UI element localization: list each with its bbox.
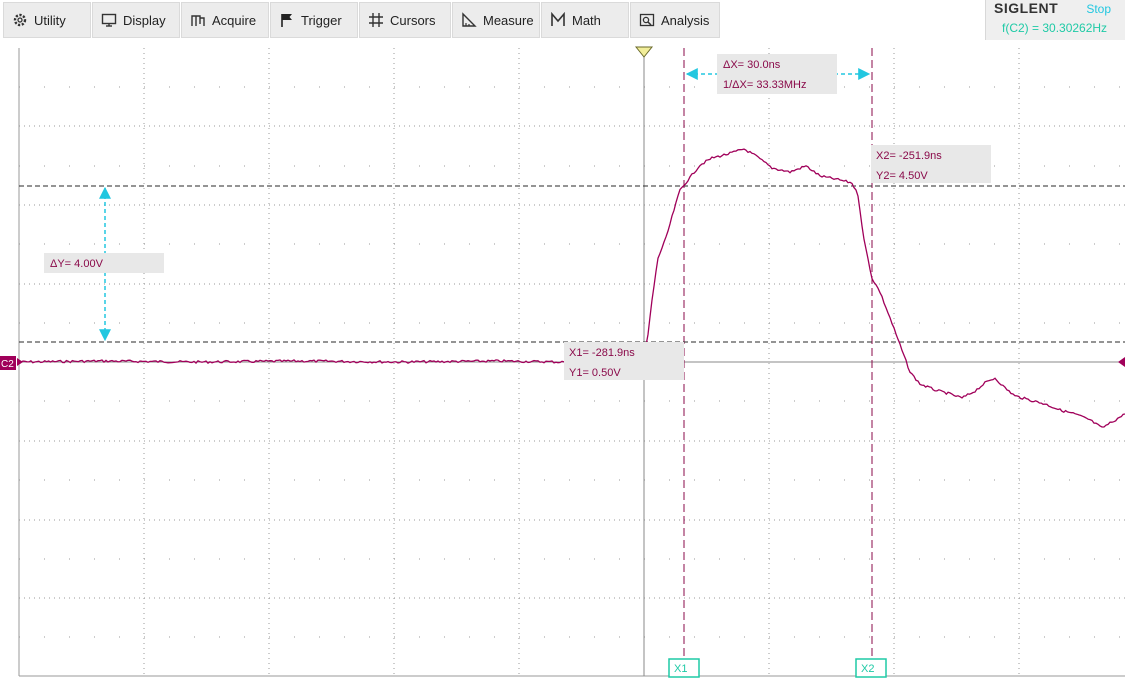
menu-label: Math — [572, 12, 601, 28]
cursor-x2-tag-label: X2 — [861, 663, 874, 675]
flag-icon — [279, 12, 295, 28]
menu-display-button[interactable]: Display — [92, 2, 180, 38]
cursor-x2-tag[interactable] — [855, 658, 887, 678]
acquire-icon — [190, 12, 206, 28]
x2-readout: X2= -251.9ns — [876, 150, 942, 162]
x1-readout: X1= -281.9ns — [569, 347, 635, 359]
menu-math-button[interactable]: Math — [541, 2, 629, 38]
menu-label: Utility — [34, 12, 66, 28]
menu-label: Display — [123, 12, 166, 28]
monitor-icon — [101, 12, 117, 28]
delta-y-readout: ΔY= 4.00V — [50, 258, 104, 270]
run-state-indicator[interactable]: Stop — [1086, 2, 1111, 16]
trigger-position-marker[interactable] — [634, 46, 654, 58]
brand-logo: SIGLENT — [994, 0, 1059, 16]
delta-y-readout-box — [44, 253, 164, 273]
brand-panel: SIGLENT Stop f(C2) = 30.30262Hz — [985, 0, 1125, 40]
menu-acquire-button[interactable]: Acquire — [181, 2, 269, 38]
x2-readout-box — [871, 145, 991, 183]
analysis-icon — [639, 12, 655, 28]
menu-bar: Utility Display Acquire Trigger Cursors … — [0, 0, 985, 40]
ruler-icon — [461, 12, 477, 28]
y2-readout: Y2= 4.50V — [876, 170, 928, 182]
frequency-readout: f(C2) = 30.30262Hz — [1002, 21, 1108, 35]
inverse-delta-x-readout: 1/ΔX= 33.33MHz — [723, 79, 806, 91]
menu-cursors-button[interactable]: Cursors — [359, 2, 451, 38]
crosshair-icon — [368, 12, 384, 28]
menu-trigger-button[interactable]: Trigger — [270, 2, 358, 38]
menu-label: Trigger — [301, 12, 342, 28]
channel-2-badge[interactable] — [0, 356, 16, 370]
x1-readout-box — [564, 342, 684, 380]
delta-x-readout-box — [717, 54, 837, 94]
channel-2-trace — [18, 148, 1125, 428]
delta-x-readout: ΔX= 30.0ns — [723, 59, 781, 71]
menu-label: Analysis — [661, 12, 710, 28]
menu-label: Acquire — [212, 12, 257, 28]
channel-2-right-marker — [1118, 357, 1125, 367]
math-icon — [550, 12, 566, 28]
channel-2-label: C2 — [1, 359, 14, 370]
cursor-x1-tag-label: X1 — [674, 663, 687, 675]
cursor-x1-tag[interactable] — [668, 658, 700, 678]
gear-icon — [12, 12, 28, 28]
menu-utility-button[interactable]: Utility — [3, 2, 91, 38]
menu-label: Cursors — [390, 12, 436, 28]
channel-2-offset-marker — [17, 358, 23, 366]
menu-label: Measure — [483, 12, 534, 28]
y1-readout: Y1= 0.50V — [569, 367, 621, 379]
menu-analysis-button[interactable]: Analysis — [630, 2, 720, 38]
menu-measure-button[interactable]: Measure — [452, 2, 540, 38]
